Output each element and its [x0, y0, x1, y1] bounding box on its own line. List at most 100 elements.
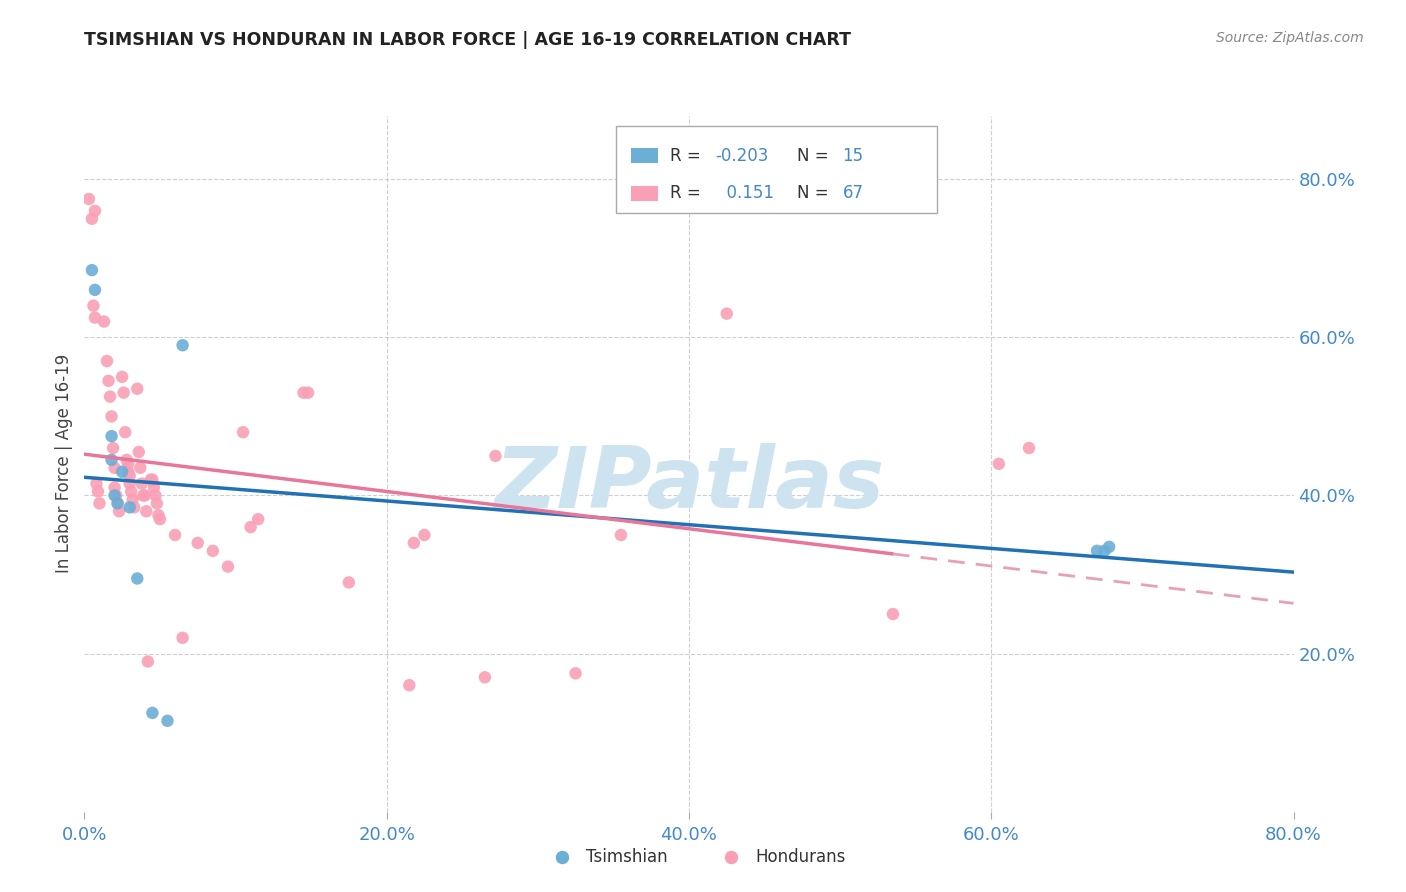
Point — [484, 449, 506, 463]
Point — [120, 484, 142, 499]
Point — [1098, 540, 1121, 554]
Point — [142, 481, 165, 495]
Point — [118, 500, 141, 515]
Point — [474, 670, 496, 684]
Point — [117, 465, 139, 479]
Point — [1094, 543, 1116, 558]
Point — [141, 473, 163, 487]
Point — [297, 385, 319, 400]
Point — [131, 476, 153, 491]
Text: 67: 67 — [842, 184, 863, 202]
Point — [97, 374, 120, 388]
FancyBboxPatch shape — [616, 127, 936, 213]
Point — [111, 465, 134, 479]
Point — [107, 496, 129, 510]
Point — [146, 496, 169, 510]
Point — [187, 536, 209, 550]
Point — [716, 307, 738, 321]
Point — [398, 678, 420, 692]
Text: ZIPatlas: ZIPatlas — [494, 443, 884, 526]
Point — [337, 575, 360, 590]
Point — [84, 310, 107, 325]
Text: Hondurans: Hondurans — [755, 848, 846, 866]
Point — [104, 488, 127, 502]
Point — [84, 283, 107, 297]
Point — [141, 706, 163, 720]
Point — [114, 425, 136, 440]
Point — [77, 192, 100, 206]
Point — [129, 460, 152, 475]
Text: 0.151: 0.151 — [716, 184, 773, 202]
Point — [100, 409, 122, 424]
Point — [148, 508, 170, 523]
Text: -0.203: -0.203 — [716, 146, 769, 165]
Point — [93, 314, 115, 328]
Point — [127, 382, 149, 396]
Point — [135, 504, 157, 518]
Point — [121, 492, 143, 507]
Point — [132, 488, 155, 502]
Text: N =: N = — [797, 146, 834, 165]
Point — [217, 559, 239, 574]
Point — [115, 453, 138, 467]
Point — [1018, 441, 1040, 455]
Point — [80, 211, 103, 226]
Point — [165, 528, 187, 542]
Point — [564, 666, 586, 681]
Point — [882, 856, 904, 871]
Text: Source: ZipAtlas.com: Source: ZipAtlas.com — [1216, 31, 1364, 45]
Point — [232, 425, 254, 440]
FancyBboxPatch shape — [631, 148, 658, 163]
Point — [987, 457, 1010, 471]
Point — [80, 263, 103, 277]
Point — [105, 488, 128, 502]
Text: R =: R = — [669, 184, 706, 202]
Point — [89, 496, 111, 510]
FancyBboxPatch shape — [631, 186, 658, 201]
Point — [402, 536, 425, 550]
Text: R =: R = — [669, 146, 706, 165]
Point — [156, 714, 179, 728]
Text: TSIMSHIAN VS HONDURAN IN LABOR FORCE | AGE 16-19 CORRELATION CHART: TSIMSHIAN VS HONDURAN IN LABOR FORCE | A… — [84, 31, 852, 49]
Point — [1085, 543, 1108, 558]
Point — [82, 299, 104, 313]
Point — [86, 476, 108, 491]
Point — [122, 500, 145, 515]
Point — [104, 460, 127, 475]
Point — [98, 390, 121, 404]
Point — [101, 441, 124, 455]
Point — [292, 385, 315, 400]
Point — [100, 453, 122, 467]
Point — [107, 496, 129, 510]
Point — [201, 543, 224, 558]
Point — [118, 468, 141, 483]
Point — [239, 520, 262, 534]
Point — [100, 429, 122, 443]
Point — [247, 512, 270, 526]
Point — [87, 484, 110, 499]
Text: Tsimshian: Tsimshian — [586, 848, 668, 866]
Point — [108, 504, 131, 518]
Y-axis label: In Labor Force | Age 16-19: In Labor Force | Age 16-19 — [55, 354, 73, 574]
Point — [136, 655, 159, 669]
Point — [128, 445, 150, 459]
Point — [134, 488, 156, 502]
Point — [610, 528, 633, 542]
Point — [112, 385, 135, 400]
Point — [172, 338, 194, 352]
Text: N =: N = — [797, 184, 834, 202]
Point — [139, 473, 162, 487]
Point — [104, 481, 127, 495]
Point — [111, 369, 134, 384]
Point — [145, 488, 167, 502]
Point — [96, 354, 118, 368]
Point — [84, 203, 107, 218]
Point — [671, 856, 693, 871]
Point — [882, 607, 904, 621]
Point — [149, 512, 172, 526]
Point — [117, 457, 139, 471]
Point — [413, 528, 436, 542]
Point — [127, 572, 149, 586]
Point — [118, 476, 141, 491]
Point — [172, 631, 194, 645]
